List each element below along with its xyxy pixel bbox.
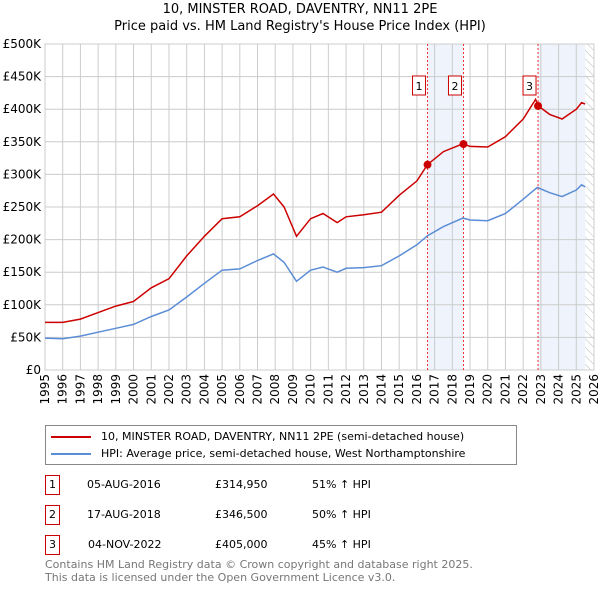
x-tick-label: 1996 (56, 374, 70, 405)
x-tick-label: 1995 (38, 374, 52, 405)
x-tick-label: 2020 (481, 374, 495, 405)
sale-price: £346,500 (215, 508, 268, 521)
x-tick-label: 2008 (268, 374, 282, 405)
x-tick-label: 2003 (180, 374, 194, 405)
sale-price: £405,000 (215, 538, 268, 551)
sale-delta: 50% ↑ HPI (312, 508, 371, 521)
legend-hpi-label: HPI: Average price, semi-detached house,… (101, 447, 466, 460)
footer-line-1: Contains HM Land Registry data © Crown c… (45, 558, 473, 571)
sale-badge-box (522, 75, 537, 96)
y-tick-label: £250K (3, 200, 43, 214)
legend-property-swatch (51, 435, 91, 438)
x-tick-label: 2013 (357, 374, 371, 405)
sale-badge: 3 (45, 535, 60, 555)
x-tick-label: 1997 (73, 374, 87, 405)
x-tick-label: 2016 (410, 374, 424, 405)
legend-property-label: 10, MINSTER ROAD, DAVENTRY, NN11 2PE (se… (101, 430, 465, 443)
x-tick-label: 2001 (144, 374, 158, 405)
price-chart: £0 £50K £100K £150K £200K £250K £300K £350K £400… (3, 37, 600, 405)
y-tick-label: £100K (3, 298, 43, 312)
x-tick-label: 2023 (534, 374, 548, 405)
sale-badge: 1 (45, 475, 60, 495)
y-tick-label: £50K (10, 330, 42, 344)
y-tick-label: £350K (3, 135, 43, 149)
sale-delta: 51% ↑ HPI (312, 478, 371, 491)
sale-row: 3 04-NOV-2022 £405,000 45% ↑ HPI (45, 535, 465, 555)
sale-badge: 2 (45, 505, 60, 525)
chart-title: 10, MINSTER ROAD, DAVENTRY, NN11 2PE (162, 2, 438, 17)
sale-point (423, 160, 432, 169)
sale-row: 1 05-AUG-2016 £314,950 51% ↑ HPI (45, 475, 465, 495)
sale-delta: 45% ↑ HPI (312, 538, 371, 551)
y-tick-label: £200K (3, 233, 43, 247)
sale-badge-box (412, 75, 427, 96)
y-tick-label: £450K (3, 70, 43, 84)
sale-date: 05-AUG-2016 (87, 478, 161, 491)
x-tick-label: 2014 (374, 374, 388, 405)
x-tick-label: 2004 (197, 374, 211, 405)
x-tick-label: 2019 (463, 374, 477, 405)
footer: Contains HM Land Registry data © Crown c… (45, 558, 473, 584)
y-tick-label: £150K (3, 265, 43, 279)
property-line (45, 97, 586, 324)
sale-point (534, 101, 543, 110)
x-tick-label: 1999 (109, 374, 123, 405)
x-tick-label: 2021 (498, 374, 512, 405)
x-tick-label: 2011 (321, 374, 335, 405)
chart-subtitle: Price paid vs. HM Land Registry's House … (114, 19, 486, 34)
x-tick-label: 2024 (552, 374, 566, 405)
x-tick-label: 2009 (286, 374, 300, 405)
x-tick-label: 2026 (587, 374, 600, 405)
sale-badge-label: 2 (451, 80, 458, 93)
x-tick-label: 2017 (428, 374, 442, 405)
hpi-line (44, 183, 586, 340)
legend: 10, MINSTER ROAD, DAVENTRY, NN11 2PE (se… (45, 425, 517, 465)
x-tick-label: 2018 (445, 374, 459, 405)
y-tick-label: £400K (3, 102, 43, 116)
y-tick-label: £0 (26, 363, 41, 377)
x-tick-label: 2012 (339, 374, 353, 405)
sale-row: 2 17-AUG-2018 £346,500 50% ↑ HPI (45, 505, 465, 525)
plot-border (44, 43, 595, 371)
x-tick-label: 2025 (569, 374, 583, 405)
sale-date: 17-AUG-2018 (87, 508, 161, 521)
footer-line-2: This data is licensed under the Open Gov… (45, 571, 396, 584)
sale-date: 04-NOV-2022 (88, 538, 162, 551)
x-tick-label: 2000 (127, 374, 141, 405)
x-tick-label: 1998 (91, 374, 105, 405)
x-tick-label: 2006 (233, 374, 247, 405)
y-tick-label: £500K (3, 37, 43, 51)
x-tick-label: 2010 (304, 374, 318, 405)
x-tick-label: 2005 (215, 374, 229, 405)
x-tick-label: 2007 (251, 374, 265, 405)
sale-price: £314,950 (215, 478, 268, 491)
sale-point (459, 140, 468, 149)
x-tick-label: 2002 (162, 374, 176, 405)
x-tick-label: 2022 (516, 374, 530, 405)
y-tick-label: £300K (3, 167, 43, 181)
sale-badge-label: 3 (526, 80, 533, 93)
sale-badge-box (447, 75, 462, 96)
x-tick-label: 2015 (392, 374, 406, 405)
legend-hpi-swatch (51, 452, 91, 455)
sale-badge-label: 1 (416, 80, 423, 93)
